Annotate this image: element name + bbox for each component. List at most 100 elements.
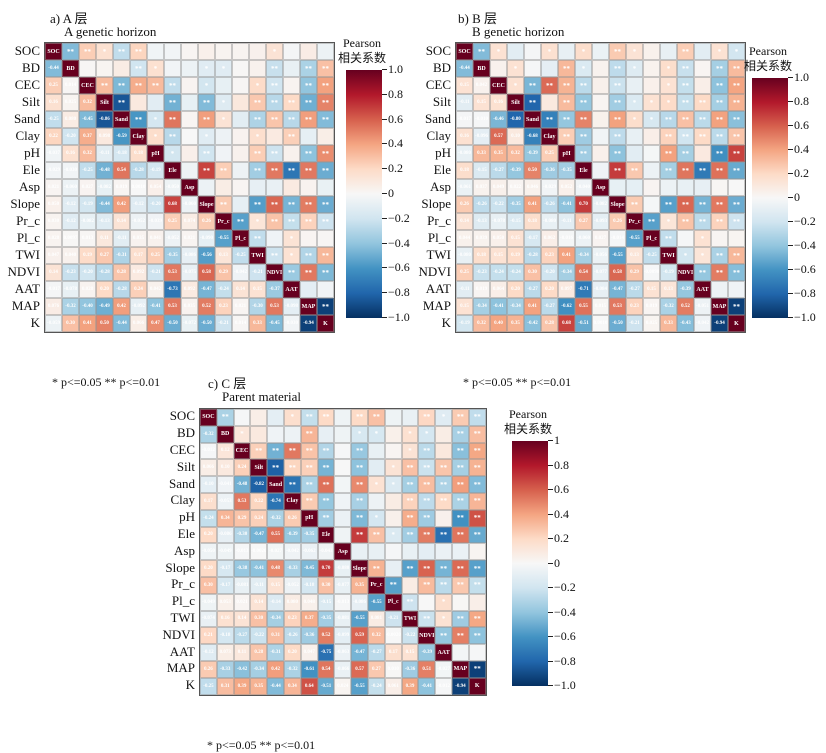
heatmap-cell-value: -0.078 [490,213,507,230]
heatmap-cell-significance: ** [216,409,234,426]
heatmap-diagonal-label: MAP [452,661,469,678]
heatmap-cell-significance [181,111,198,128]
heatmap-cell-significance [232,77,249,94]
heatmap-cell-significance: ** [249,145,266,162]
heatmap-cell-value: 0.59 [351,627,368,645]
heatmap-cell-value: 0.30 [62,315,79,332]
row-label: Ele [22,161,40,177]
heatmap-cell-significance: ** [418,476,436,493]
heatmap-cell-value: -0.39 [524,145,541,162]
heatmap-diagonal-label: Silt [96,94,113,111]
heatmap-cell-significance [317,230,334,247]
heatmap-cell-value: 0.52 [317,627,335,645]
heatmap-cell-value: 0.046 [524,179,541,196]
heatmap-cell-value: -0.44 [456,60,473,77]
heatmap-cell-value: -0.32 [62,298,79,315]
heatmap-cell-value: 0.19 [507,247,524,264]
heatmap-cell-value: -0.45 [300,560,318,577]
heatmap-cell-value: -0.38 [233,560,251,577]
colorbar-tick: −0.6 [548,629,576,643]
heatmap-diagonal-label: Sand [267,476,284,493]
heatmap-cell-significance: ** [401,560,419,577]
heatmap-cell-significance [660,43,677,60]
heatmap-cell-value: -0.68 [524,128,541,145]
heatmap-cell-value: 0.15 [490,247,507,264]
heatmap-cell-value: 0.18 [524,213,541,230]
heatmap-cell-value: 0.58 [609,264,626,281]
heatmap-diagonal-label: TWI [249,247,266,264]
heatmap-cell-significance: ** [266,247,283,264]
row-label: Ele [177,526,195,541]
heatmap-cell-value: -0.19 [456,315,473,332]
heatmap-cell-significance: * [384,476,402,493]
heatmap-cell-value: 0.028 [45,230,62,247]
heatmap-cell-significance: * [368,509,385,527]
heatmap-cell-value: -0.32 [200,425,217,443]
heatmap-cell-value: 0.041 [147,230,164,247]
heatmap-cell-value: -0.013 [334,593,352,611]
heatmap-cell-value: 0.30 [524,264,541,281]
heatmap-cell-value: -0.21 [215,315,232,332]
heatmap-cell-significance: * [660,94,677,111]
row-label: Pl_c [16,229,40,245]
heatmap-cell-significance [524,60,541,77]
heatmap-cell-significance: ** [711,128,728,145]
heatmap-cell-value: -0.28 [96,264,113,281]
heatmap-cell-value: -0.090 [198,230,215,247]
heatmap-cell-value: -0.017 [45,281,62,298]
heatmap-cell-significance [164,60,181,77]
heatmap-cell-significance: ** [609,60,626,77]
heatmap-cell-significance: * [643,111,660,128]
heatmap-cell-significance: * [435,593,452,611]
heatmap-cell-value: 0.049 [490,179,507,196]
heatmap-cell-significance: ** [249,196,266,213]
heatmap-cell-significance [181,77,198,94]
heatmap-cell-value: -0.28 [130,162,147,179]
heatmap-cell-value: -0.35 [558,162,575,179]
heatmap-cell-significance: ** [418,509,436,527]
heatmap-diagonal-label: Slope [609,196,626,213]
heatmap-cell-value: 0.26 [609,213,626,230]
heatmap-cell-value: 0.20 [96,281,113,298]
colorbar-tick: 0.8 [548,457,569,472]
heatmap-cell-value: 0.13 [215,247,232,264]
heatmap-cell-value: -0.94 [711,315,728,332]
heatmap-cell-significance [249,179,266,196]
heatmap-cell-significance [626,145,643,162]
heatmap-cell-value: 0.57 [490,128,507,145]
heatmap-cell-significance: ** [317,459,335,477]
heatmap-cell-value: -0.21 [249,264,266,281]
heatmap-cell-value: 0.33 [473,145,490,162]
heatmap-cell-value: 0.70 [317,560,335,577]
heatmap-cell-value: -0.32 [267,509,284,527]
heatmap-cell-value: -0.078 [62,281,79,298]
heatmap-cell-significance: ** [558,111,575,128]
heatmap-cell-value: 0.24 [250,509,268,527]
heatmap-cell-value: 0.18 [456,162,473,179]
colorbar-tick: −0.6 [382,260,410,275]
heatmap-cell-significance: ** [164,111,181,128]
heatmap-cell-value: 0.10 [216,459,234,477]
heatmap-cell-value: -0.21 [147,264,164,281]
heatmap-cell-significance: ** [300,145,317,162]
heatmap-cell-significance: ** [300,493,318,510]
heatmap-cell-significance [384,560,402,577]
heatmap-cell-significance: ** [418,577,436,594]
heatmap-cell-significance: ** [677,43,694,60]
heatmap-cell-significance: ** [541,111,558,128]
heatmap-cell-value: 0.52 [198,298,215,315]
heatmap-cell-value: -0.30 [249,298,266,315]
heatmap-cell-value: -0.26 [284,627,301,645]
heatmap-cell-value: -0.41 [490,298,507,315]
heatmap-cell-value: -0.31 [113,247,130,264]
heatmap-cell-value: 0.16 [62,145,79,162]
heatmap-cell-value: -0.081 [233,577,251,594]
heatmap-cell-significance: ** [435,459,452,477]
heatmap-diagonal-label: Ele [575,162,592,179]
heatmap-cell-value: -0.25 [79,162,96,179]
heatmap-cell-significance: ** [351,459,368,477]
heatmap-cell-value: 0.53 [233,493,251,510]
heatmap-cell-value: -0.072 [181,315,198,332]
heatmap-cell-value: 0.47 [147,315,164,332]
row-label: MAP [166,660,195,676]
